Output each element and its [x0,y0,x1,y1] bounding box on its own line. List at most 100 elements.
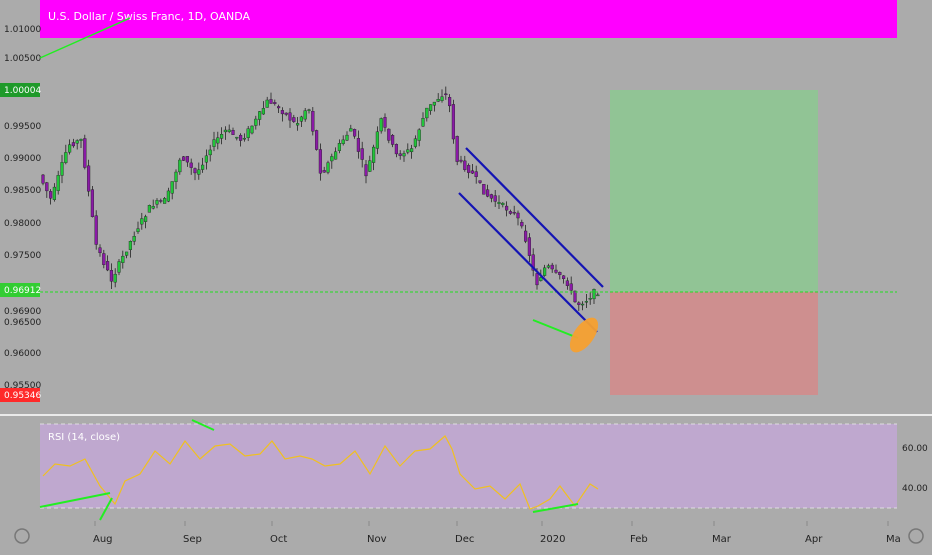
candle-body [155,200,159,205]
candle-body [143,216,148,222]
candle-body [132,236,136,242]
candle-body [440,96,444,101]
candle-body [280,110,284,115]
candle-body [292,117,296,122]
price-label: 0.98000 [4,219,41,229]
candle-body [193,168,197,174]
candle-body [429,104,433,111]
candle-body [303,110,307,120]
candle-body [558,272,562,275]
candle-body [231,130,235,135]
candle-body [204,155,208,163]
price-badge [0,283,40,297]
candle-body [592,289,596,300]
candle-body [166,190,170,202]
candle-body [288,112,292,121]
candle-body [197,169,201,175]
price-divergence-line[interactable] [532,319,579,339]
candle-body [136,228,140,232]
candle-body [421,118,425,127]
candle-body [75,140,79,144]
candle-body [159,200,163,202]
candle-body [52,186,56,200]
loss-zone[interactable] [610,292,818,395]
price-label: 1.00500 [4,54,41,64]
candle-body [360,148,364,160]
candle-body [432,101,436,106]
drawings-layer[interactable] [0,17,932,416]
price-label: 0.97500 [4,251,41,261]
price-axis[interactable]: 1.01000 1.00500 1.00004 0.99500 0.99000 0.985… [0,25,41,402]
candle-body [45,182,49,192]
candle-body [208,149,212,156]
candle-body [531,254,535,271]
time-axis[interactable]: Aug Sep Oct Nov Dec 2020 Feb Mar Apr Ma [14,521,924,545]
price-label: 0.96000 [4,349,41,359]
candle-body [307,109,311,111]
candle-body [584,301,588,303]
time-label: Oct [270,534,287,545]
candle-body [520,221,524,227]
time-label: Sep [183,534,202,545]
candle-body [451,104,455,140]
candle-body [448,97,452,107]
price-label: 0.99500 [4,122,41,132]
time-label: Ma [886,534,901,545]
candle-body [109,270,113,282]
candle-body [170,181,174,194]
candle-body [178,159,182,173]
price-badge [0,83,40,97]
channel-upper-line[interactable] [465,147,604,288]
candle-body [258,111,262,120]
candle-body [470,170,474,174]
highlight-ellipse[interactable] [564,313,603,357]
settings-gear-icon-right[interactable] [908,528,924,544]
candle-body [71,142,75,147]
candle-body [189,162,193,168]
rsi-divergence-line-right[interactable] [532,503,579,513]
candle-body [474,171,478,177]
candle-body [478,180,482,183]
candle-body [151,206,155,209]
candle-body [261,108,265,115]
trend-line-top-left[interactable] [39,17,131,59]
candle-body [543,267,547,276]
rsi-divergence-line-left[interactable] [39,492,111,508]
candle-body [227,129,231,132]
candle-body [242,137,246,140]
candle-body [140,218,144,225]
time-label: Mar [712,534,732,545]
profit-zone[interactable] [610,90,818,292]
candle-body [185,156,189,163]
time-label: 2020 [540,534,565,545]
rsi-divergence-line-left-2[interactable] [99,497,113,521]
candle-body [326,162,330,173]
candle-body [512,211,516,214]
candle-body [577,302,581,305]
candle-body [41,174,45,184]
candle-body [265,99,269,108]
candle-body [410,148,414,153]
time-label: Apr [805,534,823,545]
candle-body [588,298,592,300]
channel-lower-line[interactable] [458,192,598,333]
rsi-divergence-line-top[interactable] [191,419,215,431]
price-label: 0.95500 [4,381,41,391]
candlestick-series[interactable] [41,86,600,311]
candle-body [238,134,243,141]
candle-body [341,139,345,144]
candle-body [417,129,421,141]
candle-body [273,102,277,104]
candle-body [482,184,486,195]
candle-body [147,205,151,213]
rsi-line [42,435,599,510]
rsi-pane[interactable]: RSI (14, close) 60.00 40.00 [39,419,928,521]
candle-body [94,215,98,245]
candle-body [345,134,349,141]
time-label: Aug [93,534,113,545]
candle-body [356,138,360,152]
settings-gear-icon[interactable] [14,528,30,544]
candle-body [383,117,387,128]
